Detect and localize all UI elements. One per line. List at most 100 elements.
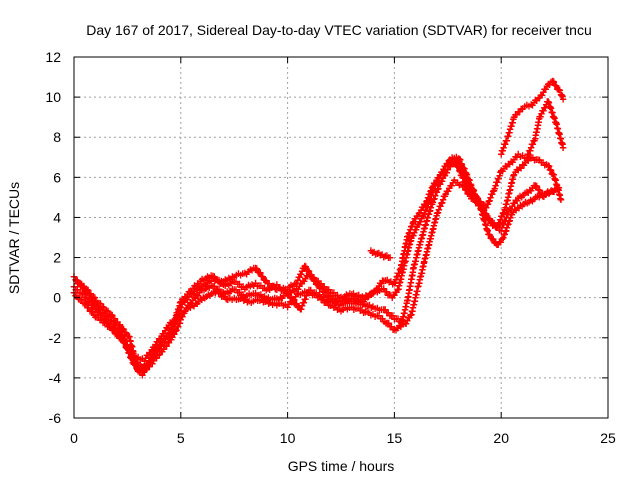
data-point: + [114, 326, 121, 340]
data-point: + [247, 262, 254, 276]
data-point: + [460, 166, 467, 180]
data-point: + [537, 88, 544, 102]
data-point: + [82, 285, 89, 299]
data-point: + [540, 190, 547, 204]
data-point: + [394, 312, 401, 326]
data-point: + [400, 306, 407, 320]
data-point: + [321, 293, 328, 307]
data-point: + [218, 274, 225, 288]
data-point: + [402, 240, 409, 254]
data-point: + [246, 287, 253, 301]
data-point: + [362, 292, 369, 306]
data-point: + [142, 351, 149, 365]
data-point: + [320, 290, 327, 304]
data-point: + [497, 235, 504, 249]
data-point: + [131, 350, 138, 364]
data-point: + [307, 267, 314, 281]
data-point: + [173, 308, 180, 322]
data-point: + [222, 279, 229, 293]
data-point: + [239, 266, 246, 280]
data-point: + [174, 305, 181, 319]
data-point: + [86, 295, 93, 309]
data-point: + [408, 231, 415, 245]
data-point: + [425, 193, 432, 207]
data-point: + [118, 327, 125, 341]
data-point: + [252, 276, 259, 290]
data-point: + [297, 276, 304, 290]
data-point: + [130, 344, 137, 358]
data-point: + [528, 137, 535, 151]
data-point: + [496, 223, 503, 237]
data-point: + [529, 98, 536, 112]
data-point: + [318, 292, 325, 306]
data-point: + [108, 314, 115, 328]
data-point: + [453, 159, 460, 173]
data-point: + [229, 282, 236, 296]
data-point: + [554, 182, 561, 196]
y-tick-label: 10 [45, 89, 61, 105]
data-point: + [477, 202, 484, 216]
data-point: + [213, 273, 220, 287]
data-point: + [256, 288, 263, 302]
data-point: + [373, 281, 380, 295]
data-point: + [300, 261, 307, 275]
data-point: + [146, 360, 153, 374]
data-point: + [189, 293, 196, 307]
data-point: + [302, 292, 309, 306]
data-point: + [153, 334, 160, 348]
data-point: + [517, 149, 524, 163]
data-point: + [110, 323, 117, 337]
data-point: + [466, 187, 473, 201]
data-point: + [423, 214, 430, 228]
data-point: + [478, 203, 485, 217]
data-point: + [483, 222, 490, 236]
data-point: + [148, 353, 155, 367]
data-point: + [157, 339, 164, 353]
data-point: + [420, 200, 427, 214]
data-point: + [195, 294, 202, 308]
data-point: + [157, 335, 164, 349]
y-tick-label: 2 [53, 250, 61, 266]
data-point: + [126, 346, 133, 360]
data-point: + [146, 355, 153, 369]
data-point: + [92, 310, 99, 324]
data-point: + [220, 275, 227, 289]
data-point: + [324, 282, 331, 296]
data-point: + [172, 312, 179, 326]
data-point: + [346, 291, 353, 305]
data-point: + [440, 189, 447, 203]
data-point: + [183, 301, 190, 315]
data-point: + [160, 332, 167, 346]
data-point: + [181, 306, 188, 320]
data-point: + [448, 151, 455, 165]
data-point: + [504, 207, 511, 221]
data-point: + [89, 298, 96, 312]
data-point: + [465, 187, 472, 201]
data-point: + [368, 286, 375, 300]
data-point: + [121, 333, 128, 347]
data-point: + [539, 189, 546, 203]
data-point: + [433, 173, 440, 187]
data-point: + [422, 218, 429, 232]
data-point: + [483, 200, 490, 214]
data-point: + [498, 144, 505, 158]
data-point: + [536, 91, 543, 105]
data-point: + [275, 281, 282, 295]
data-point: + [267, 293, 274, 307]
data-point: + [419, 200, 426, 214]
data-point: + [430, 222, 437, 236]
data-point: + [99, 316, 106, 330]
data-point: + [527, 143, 534, 157]
data-point: + [509, 115, 516, 129]
data-point: + [296, 279, 303, 293]
data-point: + [552, 182, 559, 196]
data-point: + [374, 301, 381, 315]
data-point: + [478, 198, 485, 212]
data-point: + [534, 152, 541, 166]
data-point: + [330, 291, 337, 305]
data-point: + [398, 258, 405, 272]
data-point: + [469, 192, 476, 206]
data-point: + [167, 333, 174, 347]
data-point: + [486, 228, 493, 242]
data-point: + [467, 180, 474, 194]
